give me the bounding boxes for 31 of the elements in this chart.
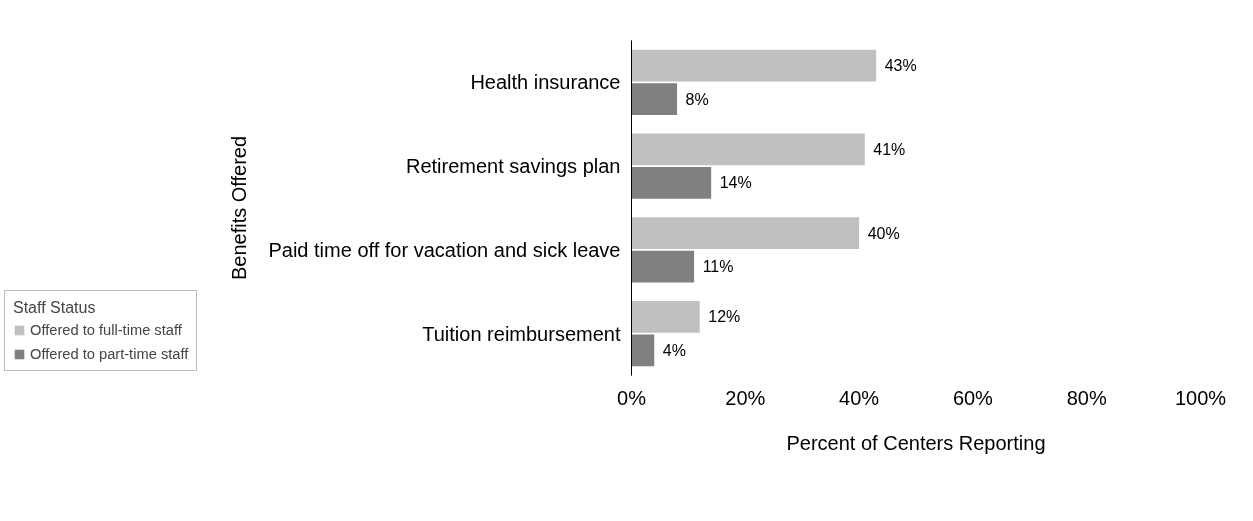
x-tick-label: 60% [952,386,994,409]
bar [631,250,695,283]
data-label: 43% [884,57,917,75]
bar [631,334,655,367]
legend-label: Offered to full-time staff [30,322,182,338]
data-label: 40% [867,224,900,242]
x-tick-label: 80% [1066,386,1107,409]
data-label: 12% [708,308,741,326]
x-tick-label: 0% [617,386,647,409]
data-label: 8% [685,90,709,108]
bar [631,217,860,250]
bar [631,133,865,166]
data-label: 4% [662,341,686,359]
bar [631,166,712,199]
y-tick-label: Tuition reimbursement [422,322,621,345]
legend-label: Offered to part-time staff [30,346,189,362]
data-label: 41% [873,140,906,158]
x-axis-title: Percent of Centers Reporting [786,431,1046,454]
x-tick-label: 20% [725,386,766,409]
data-label: 11% [702,258,734,276]
y-tick-label: Retirement savings plan [405,155,621,178]
legend-title: Staff Status [13,299,97,317]
data-label: 14% [719,174,752,192]
y-tick-label: Health insurance [470,71,621,94]
x-tick-label: 40% [839,386,880,409]
y-axis-title: Benefits Offered [228,135,251,281]
bar [631,83,678,116]
x-tick-label: 100% [1174,386,1227,409]
bar [631,300,700,333]
bar [631,49,877,82]
y-tick-label: Paid time off for vacation and sick leave [268,238,621,261]
